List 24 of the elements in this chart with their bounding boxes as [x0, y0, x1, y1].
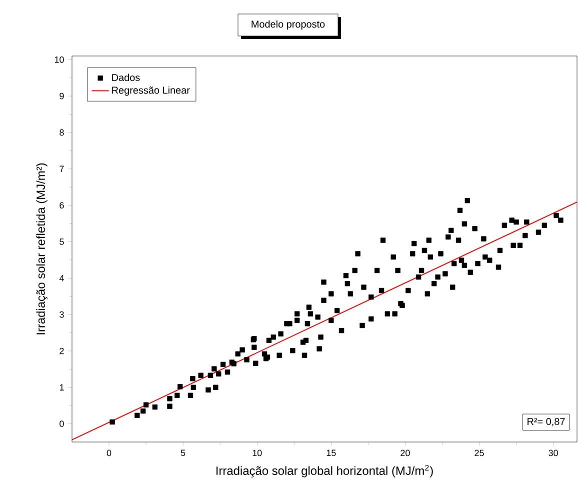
legend-label: Regressão Linear [112, 86, 190, 96]
x-tick-label: 15 [326, 450, 336, 456]
legend-label: Dados [112, 74, 140, 82]
x-axis-title: Irradiação solar global horizontal (MJ/m$^{2}$) [216, 464, 433, 478]
y-tick-label: 2 [60, 348, 64, 354]
y-axis-title: Irradiação solar refletida (MJ/m²) [36, 163, 48, 334]
y-tick-label: 10 [54, 56, 64, 63]
y-tick-label: 8 [60, 129, 64, 136]
x-tick-label: 0 [106, 450, 112, 456]
y-tick-label: 7 [60, 166, 64, 172]
y-tick-label: 3 [60, 311, 64, 318]
x-tick-label: 30 [548, 450, 558, 456]
y-tick-label: 1 [60, 384, 64, 390]
x-tick-label: 20 [400, 450, 410, 456]
x-tick-label: 25 [474, 450, 484, 456]
annotation: R²= 0,87 [528, 418, 565, 426]
x-tick-label: 10 [252, 450, 262, 456]
y-tick-label: 0 [60, 420, 64, 427]
y-tick-label: 5 [60, 238, 64, 245]
y-tick-label: 9 [60, 92, 64, 100]
chart-title: Modelo proposto [252, 20, 325, 30]
y-tick-label: 6 [60, 202, 64, 208]
y-tick-label: 4 [59, 275, 64, 282]
x-tick-label: 5 [180, 450, 186, 456]
